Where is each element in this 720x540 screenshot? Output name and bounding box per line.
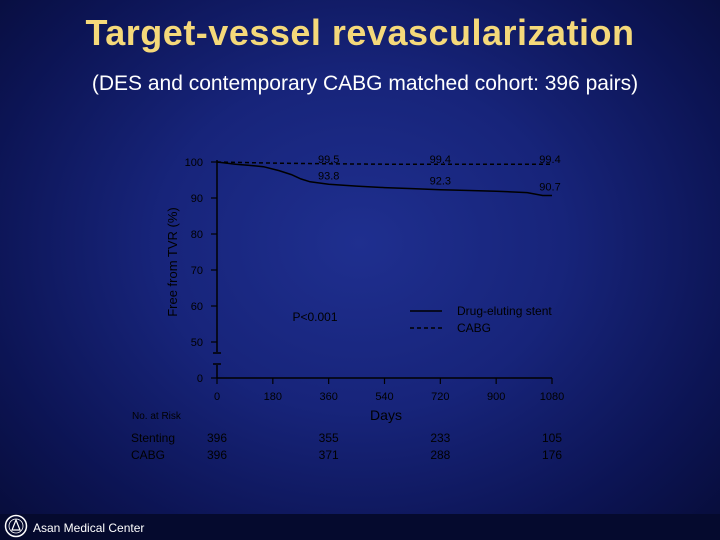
data-label: 93.8 (318, 170, 339, 182)
y-axis-label: Free from TVR (%) (165, 207, 180, 317)
x-tick-label: 540 (375, 391, 393, 403)
data-label: 92.3 (430, 176, 451, 188)
at-risk-row-label: CABG (131, 448, 165, 462)
at-risk-value: 233 (430, 431, 450, 445)
at-risk-value: 105 (542, 431, 562, 445)
at-risk-row-label: Stenting (131, 431, 175, 445)
series-line-des (216, 161, 552, 197)
x-tick-label: 360 (319, 391, 337, 403)
at-risk-value: 355 (319, 431, 339, 445)
y-tick-label: 80 (191, 229, 203, 241)
y-tick-label: 90 (191, 193, 203, 205)
x-axis-label: Days (370, 407, 402, 423)
legend-label-des: Drug-eluting stent (457, 304, 552, 318)
y-tick-label: 100 (185, 157, 203, 169)
data-label: 99.5 (318, 154, 339, 166)
data-label: 90.7 (539, 181, 560, 193)
series-line-cabg (216, 161, 552, 165)
legend-label-cabg: CABG (457, 321, 491, 335)
at-risk-value: 176 (542, 448, 562, 462)
data-label: 99.4 (430, 154, 451, 166)
at-risk-value: 396 (207, 448, 227, 462)
slide-title: Target-vessel revascularization (85, 12, 635, 53)
x-tick-label: 0 (214, 391, 220, 403)
slide-subtitle: (DES and contemporary CABG matched cohor… (91, 72, 639, 95)
at-risk-value: 396 (207, 431, 227, 445)
y-tick-label: 50 (191, 337, 203, 349)
at-risk-value: 371 (319, 448, 339, 462)
x-tick-label: 180 (264, 391, 282, 403)
x-tick-label: 720 (431, 391, 449, 403)
footer-label: Asan Medical Center (33, 521, 145, 535)
y-tick-label: 0 (197, 373, 203, 385)
x-tick-label: 900 (487, 391, 505, 403)
footer-bar (0, 514, 720, 540)
p-value-label: P<0.001 (292, 310, 337, 324)
data-label: 99.4 (539, 154, 560, 166)
at-risk-value: 288 (430, 448, 450, 462)
y-tick-label: 70 (191, 265, 203, 277)
hospital-logo-icon (4, 514, 28, 538)
at-risk-heading: No. at Risk (132, 411, 182, 422)
x-tick-label: 1080 (540, 391, 564, 403)
y-tick-label: 60 (191, 301, 203, 313)
